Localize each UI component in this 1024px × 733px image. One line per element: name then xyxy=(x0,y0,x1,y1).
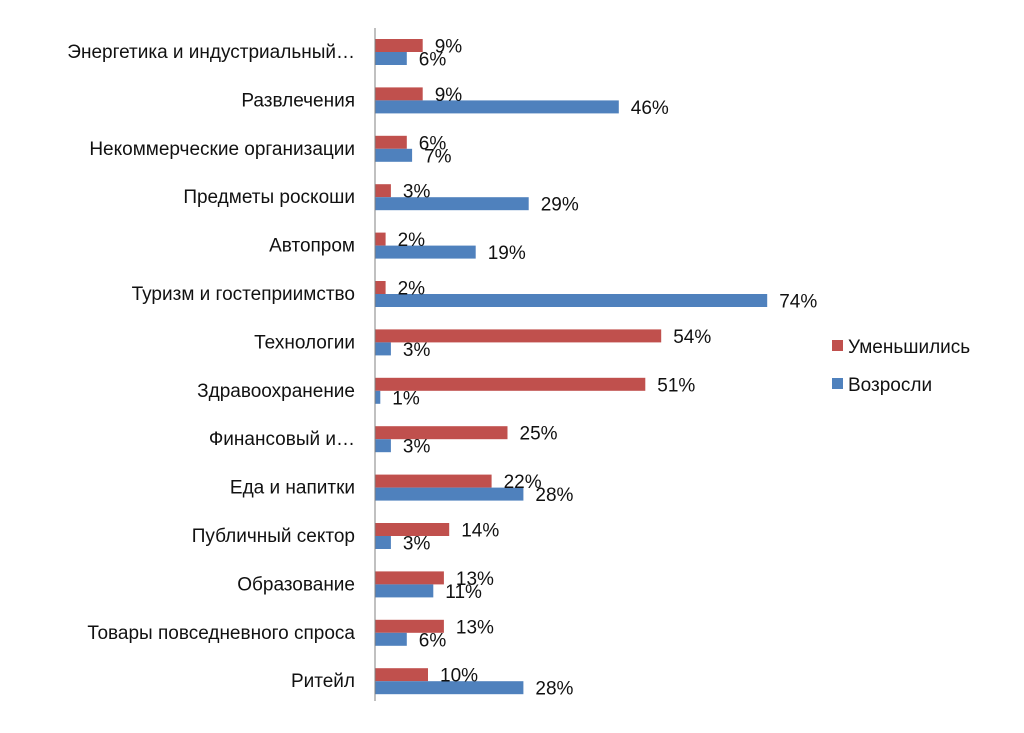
bar-decreased xyxy=(375,329,662,343)
value-label-increased: 11% xyxy=(445,582,482,603)
bars-layer xyxy=(375,39,768,695)
bar-decreased xyxy=(375,619,444,633)
bar-increased xyxy=(375,681,524,695)
bar-increased xyxy=(375,148,413,162)
value-label-increased: 74% xyxy=(779,292,817,313)
bar-decreased xyxy=(375,232,386,246)
bar-decreased xyxy=(375,474,492,488)
value-label-decreased: 2% xyxy=(398,230,426,251)
category-label: Развлечения xyxy=(241,90,355,111)
value-label-decreased: 9% xyxy=(435,85,463,106)
value-label-increased: 6% xyxy=(419,50,447,71)
bar-increased xyxy=(375,632,407,646)
bar-decreased xyxy=(375,135,407,149)
value-label-increased: 7% xyxy=(424,146,452,167)
category-label: Автопром xyxy=(269,236,355,257)
legend-label-increased: Возросли xyxy=(848,375,932,396)
value-label-decreased: 2% xyxy=(398,279,426,300)
bar-increased xyxy=(375,439,391,453)
category-labels-layer: Энергетика и индустриальный… Развлечения Н… xyxy=(67,42,355,692)
value-label-decreased: 9% xyxy=(435,37,463,58)
value-label-increased: 1% xyxy=(392,388,420,409)
bar-increased xyxy=(375,487,524,501)
bar-decreased xyxy=(375,668,428,682)
bar-decreased xyxy=(375,523,450,536)
bar-decreased xyxy=(375,571,444,585)
bar-decreased xyxy=(375,377,646,391)
bar-decreased xyxy=(375,184,391,198)
value-label-decreased: 22% xyxy=(504,472,542,493)
category-label: Ритейл xyxy=(291,671,355,692)
value-label-increased: 3% xyxy=(403,437,431,458)
category-label: Технологии xyxy=(254,332,355,353)
legend-label-decreased: Уменьшились xyxy=(848,337,970,358)
value-label-decreased: 13% xyxy=(456,617,494,638)
category-label: Финансовый и… xyxy=(209,429,355,450)
bar-decreased xyxy=(375,281,386,294)
bar-increased xyxy=(375,52,407,65)
bar-decreased xyxy=(375,87,423,101)
value-label-decreased: 6% xyxy=(419,133,447,154)
category-label: Еда и напитки xyxy=(230,478,355,499)
bar-decreased xyxy=(375,39,423,52)
category-label: Предметы роскоши xyxy=(183,187,355,208)
bar-increased xyxy=(375,584,434,598)
value-label-increased: 3% xyxy=(403,534,431,555)
value-label-decreased: 25% xyxy=(520,424,558,445)
bar-increased xyxy=(375,536,391,549)
value-label-increased: 28% xyxy=(535,485,573,506)
bar-decreased xyxy=(375,426,508,440)
category-label: Здравоохранение xyxy=(197,381,355,402)
value-labels-layer: 9%6%9%46%6%7%3%29%2%19%2%74%54%3%51%1%25… xyxy=(392,37,817,700)
value-label-increased: 3% xyxy=(403,340,431,361)
bar-increased xyxy=(375,245,476,259)
category-label: Образование xyxy=(237,574,355,595)
category-label: Некоммерческие организации xyxy=(89,139,355,160)
value-label-decreased: 14% xyxy=(461,521,499,542)
value-label-increased: 29% xyxy=(541,195,579,216)
legend-swatch-increased xyxy=(832,378,843,389)
value-label-decreased: 10% xyxy=(440,666,478,687)
category-label: Энергетика и индустриальный… xyxy=(67,42,355,63)
bar-increased xyxy=(375,342,391,356)
value-label-decreased: 3% xyxy=(403,182,431,203)
legend: Уменьшились Возросли xyxy=(832,337,970,396)
bar-increased xyxy=(375,197,529,211)
legend-swatch-decreased xyxy=(832,340,843,351)
category-label: Товары повседневного спроса xyxy=(87,623,355,644)
value-label-increased: 19% xyxy=(488,243,526,264)
value-label-decreased: 54% xyxy=(673,327,711,348)
bar-increased xyxy=(375,294,768,307)
category-label: Публичный сектор xyxy=(192,526,355,547)
bar-increased xyxy=(375,100,619,114)
bar-increased xyxy=(375,390,381,404)
value-label-decreased: 51% xyxy=(657,375,695,396)
value-label-increased: 6% xyxy=(419,630,447,651)
value-label-increased: 28% xyxy=(535,679,573,700)
value-label-increased: 46% xyxy=(631,98,669,119)
value-label-decreased: 13% xyxy=(456,569,494,590)
category-label: Туризм и гостеприимство xyxy=(132,284,355,305)
